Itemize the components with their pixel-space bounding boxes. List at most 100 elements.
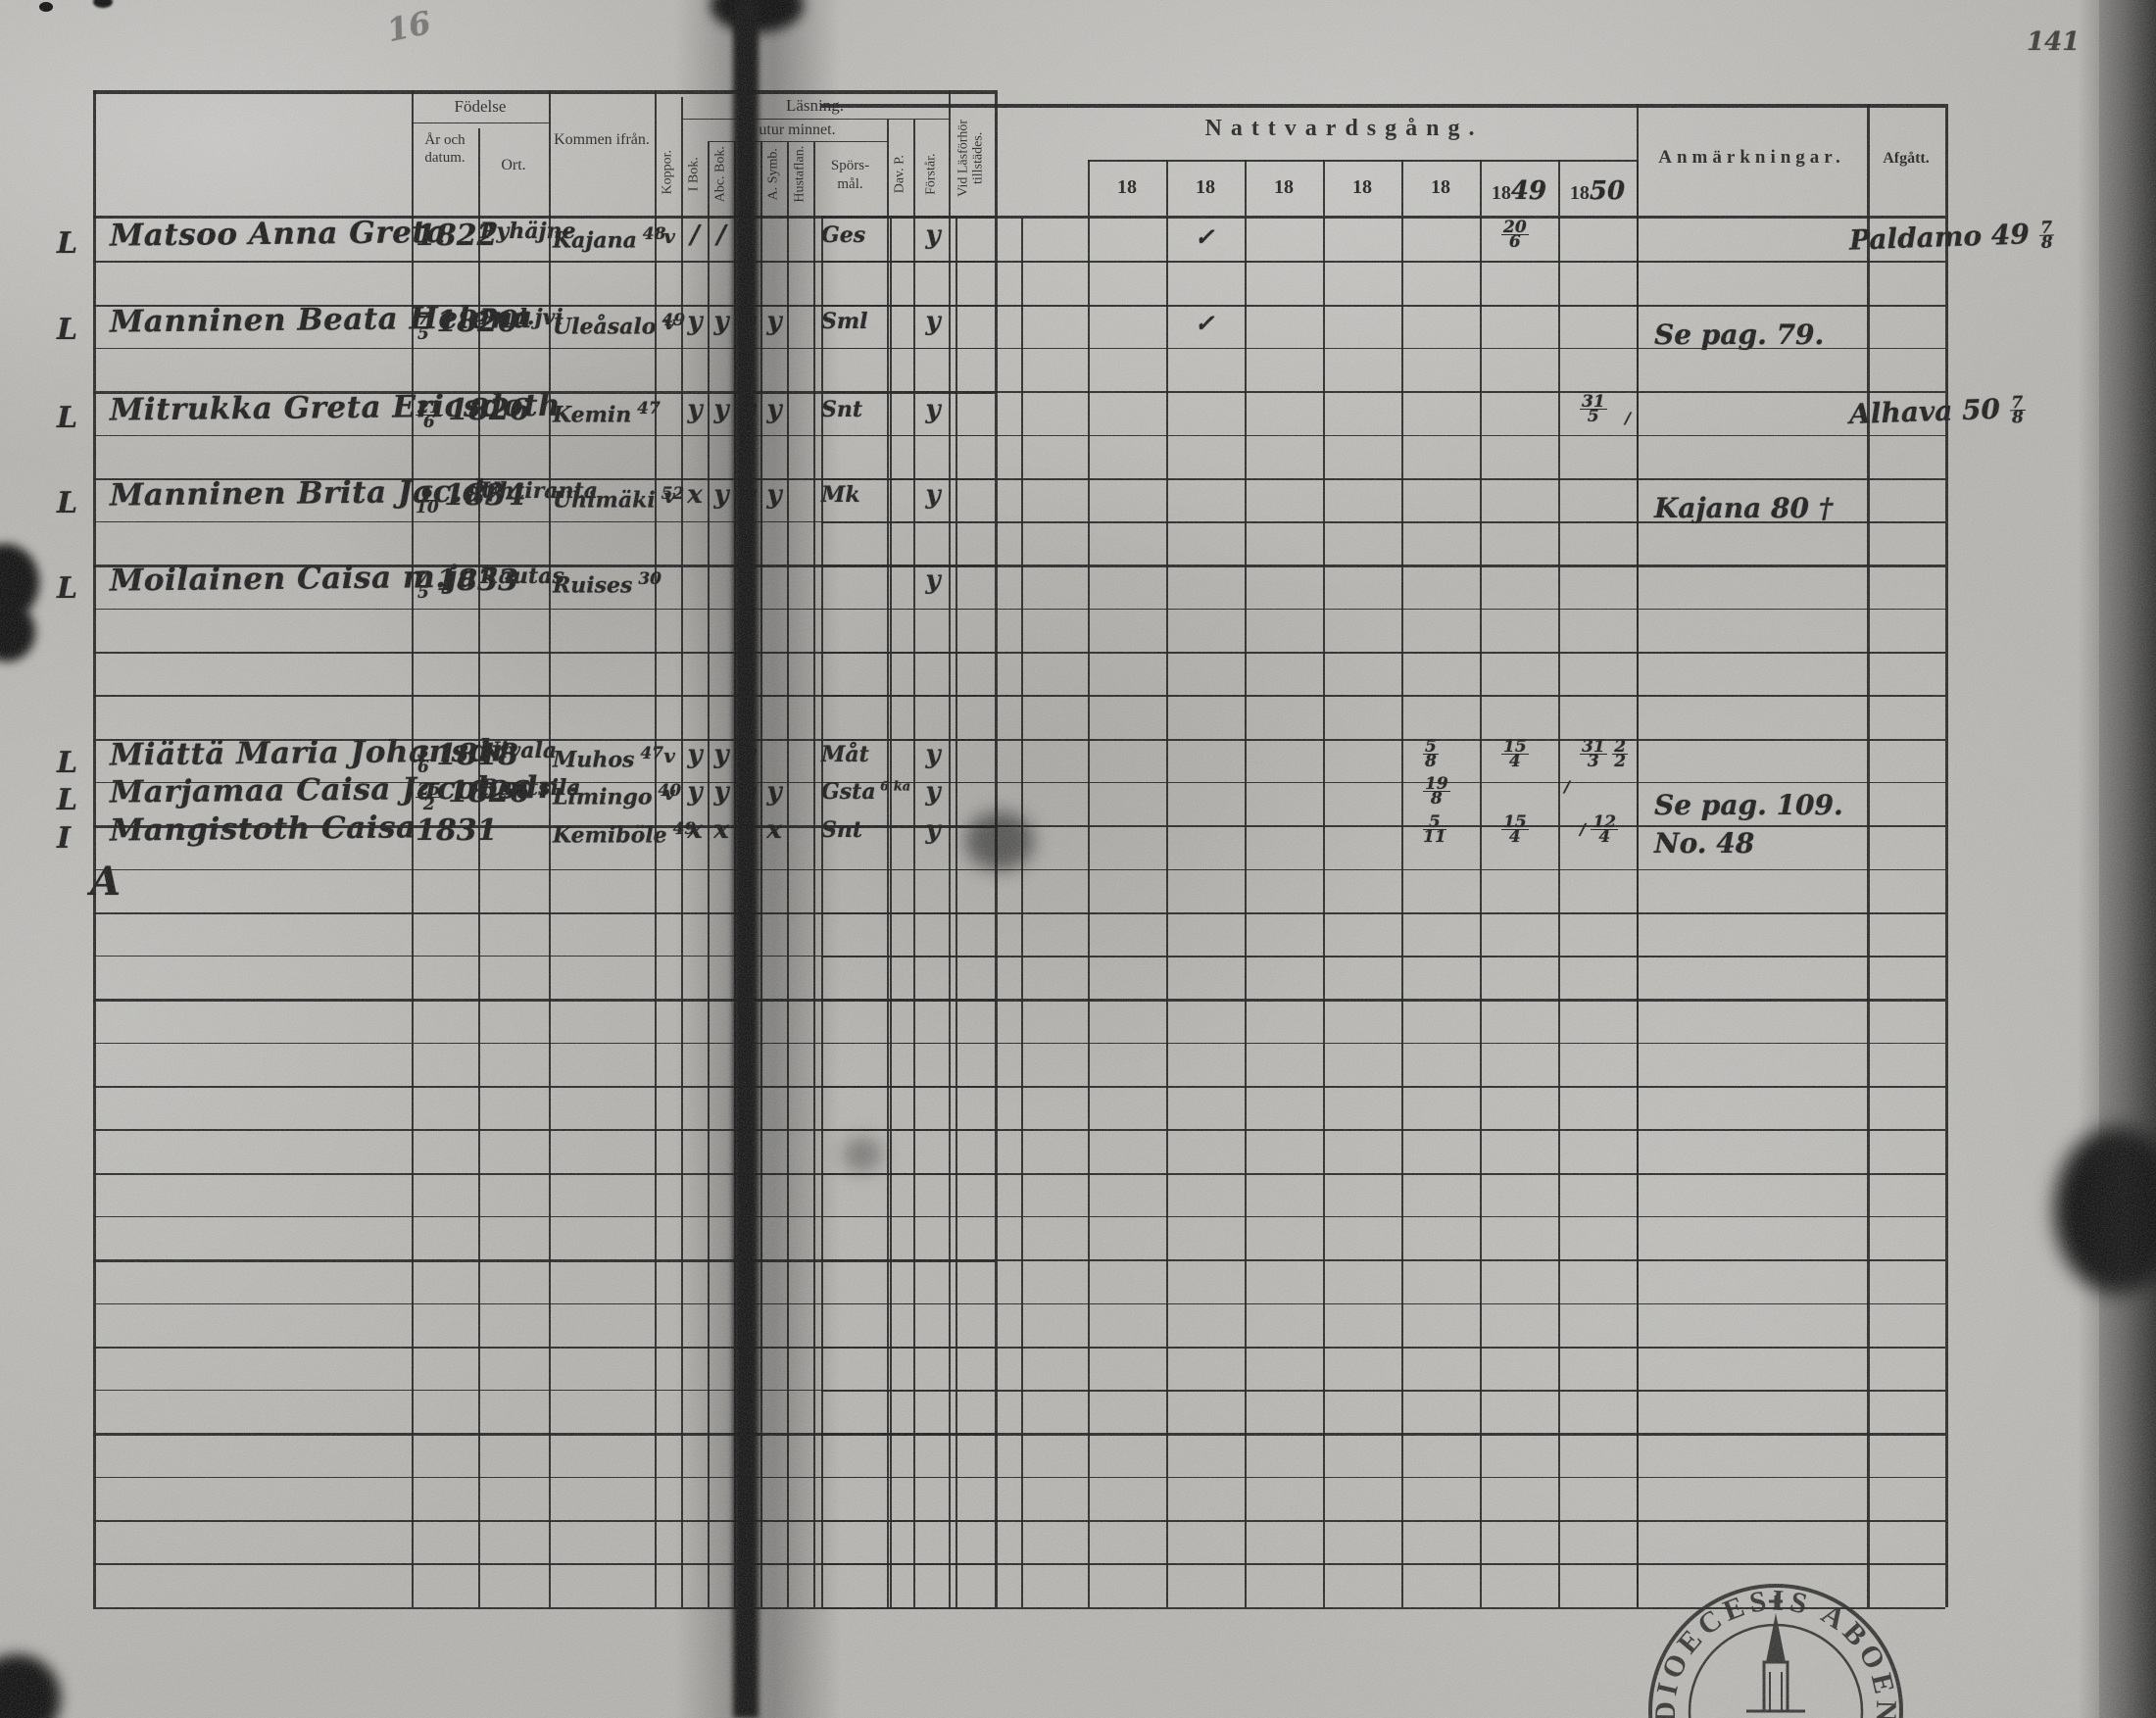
record-name: Manninen Brita Jac.dr (109, 473, 502, 514)
ruled-line (821, 564, 1945, 567)
book-page-right (737, 0, 2099, 1718)
column-header-koppor: Koppor. (660, 149, 675, 195)
remark-note: Kajana 80 † (1654, 492, 1834, 524)
ruled-line (821, 104, 1945, 108)
column-header-nattvardsgang: Nattvardsgång. (1204, 116, 1484, 141)
ruled-line (1558, 218, 1560, 1607)
scan-speck (39, 2, 53, 12)
ruled-line (821, 216, 1945, 220)
ruled-line (890, 218, 892, 1607)
ruled-line (821, 1259, 1945, 1262)
ruled-line (821, 304, 1945, 307)
communion-date: / 12 4 (1580, 812, 1619, 848)
ruled-line (821, 1129, 1945, 1131)
ruled-line (1088, 218, 1090, 1607)
understands-mark: y (925, 740, 941, 769)
record-birth-place: Rantsila (480, 775, 581, 801)
margin-mark: L (57, 783, 78, 817)
column-header-fodelse: Födelse (412, 97, 549, 123)
record-birth-date: 21 6 1826 (416, 393, 530, 432)
ruled-line (821, 1520, 1945, 1523)
ruled-line (1637, 104, 1639, 1607)
ruled-line (821, 652, 1945, 655)
ruled-line (478, 128, 480, 1607)
year-column-label: 18 (1274, 176, 1294, 198)
record-name: Moilainen Caisa m.ja (109, 559, 478, 599)
ruled-line (821, 1390, 1945, 1392)
column-header-anmarkningar: Anmärkningar. (1658, 147, 1845, 168)
ruled-line (1945, 104, 1948, 1607)
ruled-line (821, 1476, 1945, 1479)
column-header-ort: Ort. (501, 157, 526, 173)
ruled-line (821, 911, 1945, 914)
record-arrived-from: Muhos 47 (553, 744, 663, 773)
ruled-line (913, 120, 915, 1607)
remark-note: Se pag. 109. (1654, 789, 1843, 821)
ruled-line (821, 1433, 1945, 1436)
ruled-line (1480, 218, 1482, 1607)
record-birth-date: 1831 (416, 813, 498, 848)
record-birth-place: Rautas (480, 564, 564, 589)
column-header-afgatt: Afgått. (1883, 150, 1930, 167)
ruled-line (887, 120, 889, 1607)
understands-mark: y (925, 395, 941, 424)
ruled-line (821, 1215, 1945, 1218)
record-birth-place: Pyhäjne (480, 219, 576, 244)
page-edge-shadow (2078, 0, 2156, 1718)
year-column-label: 1850 (1569, 176, 1626, 206)
year-column-label: 18 (1352, 176, 1372, 198)
record-birth-place: Uhtiranta (480, 478, 598, 504)
ruled-line (821, 477, 1945, 480)
year-column-label: 18 (1196, 176, 1215, 198)
ruled-line (949, 90, 951, 1607)
year-column-label: 18 (1431, 176, 1450, 198)
archive-stamp: DIOECESIS ABOENSIS. (1629, 1564, 1903, 1718)
understands-mark: y (925, 307, 941, 336)
ruled-line (93, 90, 995, 94)
ruled-line (821, 956, 1945, 957)
ink-smudge (843, 1137, 882, 1172)
margin-mark: L (57, 226, 78, 261)
communion-check: ✓ (1194, 309, 1215, 337)
understands-mark: y (925, 815, 941, 845)
ruled-line (821, 1346, 1945, 1349)
ruled-line (821, 1042, 1945, 1045)
ruled-line (821, 391, 1945, 394)
record-birth-place: Nivala (480, 738, 558, 763)
column-header-vid-lasforhor: Vid Läsförhör tillstädes. (956, 119, 986, 197)
remark-note: Se pag. 79. (1654, 319, 1825, 351)
communion-date: 5 11 (1423, 812, 1446, 848)
record-name: Marjamaa Caisa Jacobsdr (109, 769, 555, 810)
ruled-line (821, 1302, 1945, 1305)
remark-note: No. 48 (1654, 827, 1755, 859)
communion-date: 31 5 (1580, 392, 1607, 427)
ruled-line (821, 781, 1945, 784)
margin-mark: L (57, 401, 78, 435)
book-spine (733, 0, 759, 1718)
communion-date: 19 8 (1423, 774, 1450, 810)
ruled-line (1166, 218, 1168, 1607)
ruled-line (1867, 104, 1870, 1607)
ruled-line (1323, 218, 1325, 1607)
ruled-line (821, 1172, 1945, 1175)
record-name: Miättä Maria Johansdr (109, 733, 508, 773)
ruled-line (1021, 218, 1023, 1607)
communion-date: / (1625, 409, 1631, 427)
communion-date: / (1564, 777, 1570, 796)
record-birth-place: Pud.jvi (480, 305, 564, 330)
ruled-line (1401, 218, 1403, 1607)
record-name: Manninen Beata Helena (109, 300, 533, 340)
ruled-line (821, 434, 1945, 437)
understands-mark: y (925, 480, 941, 510)
ruled-line (821, 608, 1945, 611)
ruled-line (821, 695, 1945, 697)
communion-date: 15 4 (1501, 737, 1529, 772)
communion-date: 15 4 (1501, 812, 1529, 848)
ruled-line (1088, 160, 1637, 162)
ruled-line (93, 90, 96, 1607)
margin-mark: L (57, 571, 78, 606)
ruled-line (821, 1086, 1945, 1089)
margin-mark: I (57, 821, 72, 856)
